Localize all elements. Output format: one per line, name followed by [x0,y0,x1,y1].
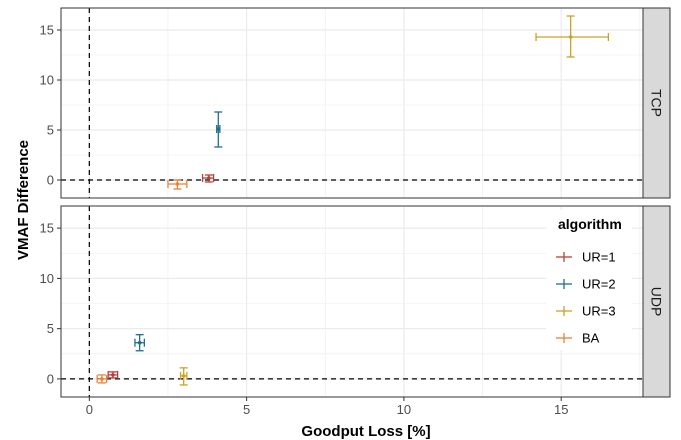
data-point-ur3 [179,367,188,386]
legend-title: algorithm [558,216,622,232]
data-point-ur1 [107,370,119,379]
y-tick-label: 15 [40,23,54,38]
point-marker [111,373,115,377]
point-marker [100,377,104,381]
x-tick-label: 0 [86,402,93,417]
point-marker [175,182,180,186]
panels-layer: TCP 0 5 10 15 UDP 0 5 10 15 0 5 10 15 [40,7,671,417]
legend-item-ur3: UR=3 [556,304,616,319]
data-point-ur2 [214,111,223,148]
y-tick-label: 0 [47,371,54,386]
y-tick-label: 15 [40,221,54,236]
facet-strip [642,7,671,199]
point-marker [207,176,211,180]
facet-label-tcp: TCP [649,89,665,117]
y-axis-title: VMAF Difference [15,140,32,260]
panel-background [61,8,643,198]
data-point-ba [96,374,108,384]
legend-label: BA [582,331,600,346]
legend-item-ur2: UR=2 [556,277,616,292]
y-tick-label: 10 [40,73,54,88]
y-tick-label: 0 [47,173,54,188]
x-tick-label: 5 [243,402,250,417]
legend-item-ba: BA [556,331,600,346]
data-point-ur3 [535,15,610,58]
point-marker [216,127,221,131]
legend-label: UR=2 [582,277,616,292]
data-point-ba [167,179,188,190]
legend-background [546,210,632,350]
data-point-ur1 [201,174,215,183]
legend: algorithm UR=1 UR=2 UR=3 BA [546,210,632,350]
legend-label: UR=1 [582,250,616,265]
x-axis-title: Goodput Loss [%] [301,423,430,440]
facet-label-udp: UDP [649,287,665,317]
legend-item-ur1: UR=1 [556,250,616,265]
point-marker [137,340,142,345]
data-point-ur2 [134,334,146,352]
x-tick-label: 15 [554,402,568,417]
y-tick-label: 5 [47,321,54,336]
y-tick-label: 5 [47,123,54,138]
point-marker [568,35,573,39]
x-tick-label: 10 [397,402,411,417]
facet-strip [642,205,671,398]
panel-tcp: TCP 0 5 10 15 [40,7,671,199]
y-tick-label: 10 [40,271,54,286]
legend-label: UR=3 [582,304,616,319]
point-marker [181,374,186,378]
